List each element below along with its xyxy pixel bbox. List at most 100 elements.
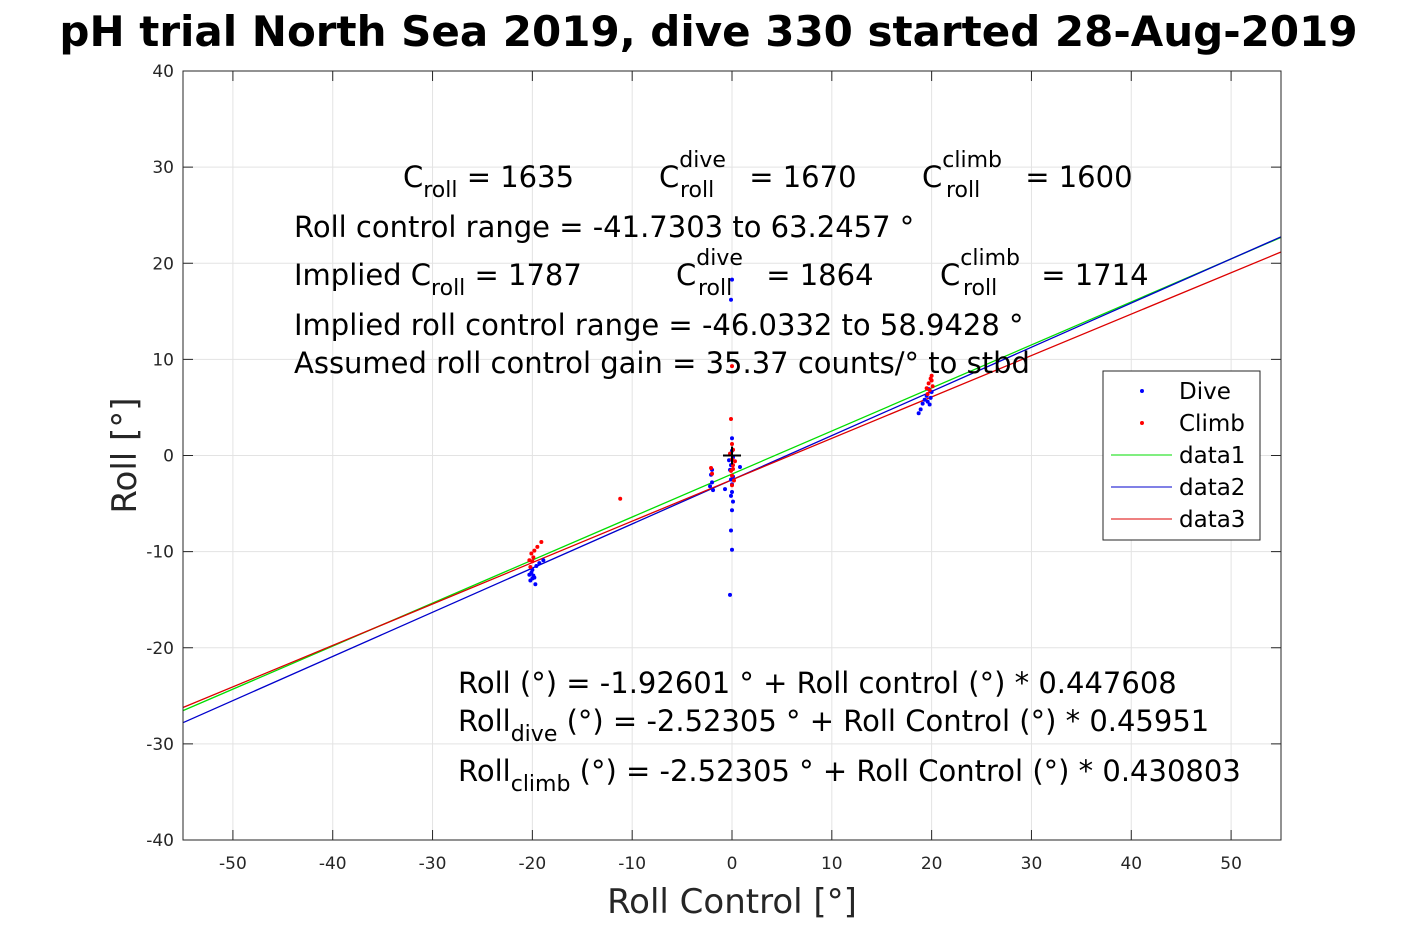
dive-point (534, 564, 539, 569)
fit-equation-dive: Rolldive (°) = -2.52305 ° + Roll Control… (458, 704, 1209, 747)
y-tick-label: 40 (152, 62, 174, 82)
y-tick-label: 0 (163, 447, 174, 467)
x-tick-label: 10 (821, 854, 843, 874)
climb-point (924, 386, 929, 391)
ticks: -50 -40 -30 -20 -10 0 10 20 30 40 50 -40 -30 -20 -10 0 1… (146, 62, 1281, 874)
dive-point (916, 411, 921, 416)
climb-point (731, 478, 736, 483)
annotation-c-dive: Cdive roll = 1670 (659, 148, 857, 203)
climb-point (529, 551, 534, 556)
climb-point (729, 416, 734, 421)
y-tick-label: -40 (146, 831, 174, 851)
legend-label-climb: Climb (1179, 411, 1245, 437)
x-tick-label: -40 (319, 854, 347, 874)
climb-point (929, 378, 934, 383)
climb-point (730, 441, 734, 446)
climb-point (531, 555, 536, 560)
dive-point (708, 484, 713, 489)
climb-point (927, 388, 932, 393)
y-tick-label: 20 (152, 254, 174, 274)
dive-point (729, 297, 734, 302)
climb-point (930, 384, 935, 389)
climb-point (710, 471, 715, 476)
y-axis-label: Roll [°] (105, 397, 145, 513)
dive-point (532, 575, 537, 580)
dive-point (711, 488, 716, 493)
x-tick-label: -20 (518, 854, 546, 874)
climb-point (732, 459, 737, 464)
annotation-c-roll: Croll = 1635 (403, 160, 574, 203)
dive-point (730, 490, 734, 495)
dive-point (730, 508, 734, 513)
y-tick-label: -30 (146, 735, 174, 755)
fit-equation-all: Roll (°) = -1.92601 ° + Roll control (°)… (458, 666, 1177, 700)
climb-point (618, 496, 623, 501)
dive-point (927, 402, 932, 407)
dive-point (541, 558, 546, 563)
dive-point (723, 487, 728, 492)
dive-point (527, 572, 532, 577)
dive-point (530, 567, 535, 572)
climb-point (730, 483, 734, 488)
x-tick-label: -50 (219, 854, 247, 874)
dive-point (737, 465, 742, 470)
climb-point (527, 558, 532, 563)
legend-label-data2: data2 (1179, 475, 1245, 501)
y-tick-label: -20 (146, 639, 174, 659)
y-tick-label: 10 (152, 350, 174, 370)
x-tick-label: 20 (921, 854, 943, 874)
dive-point (729, 493, 734, 498)
dive-point (728, 592, 733, 597)
y-tick-label: 30 (152, 158, 174, 178)
climb-point (925, 391, 930, 396)
x-tick-label: -10 (618, 854, 646, 874)
dive-point (528, 578, 533, 583)
climb-point (535, 544, 540, 549)
x-tick-label: 40 (1120, 854, 1142, 874)
dive-point (922, 397, 927, 402)
climb-point (709, 465, 714, 470)
annotation-implied-c-roll: Implied Croll = 1787 (294, 258, 582, 301)
dive-point (710, 480, 715, 485)
dive-point (730, 277, 734, 282)
x-axis-label: Roll Control [°] (607, 882, 857, 922)
dive-point (729, 528, 734, 533)
dive-point (730, 547, 734, 552)
legend-label-dive: Dive (1179, 379, 1231, 405)
dive-point (730, 436, 734, 441)
origin-marker (723, 446, 741, 465)
climb-point (929, 373, 934, 378)
dive-point (533, 582, 538, 587)
climb-point (730, 473, 734, 478)
dive-point (928, 395, 933, 400)
annotation-roll-control-range: Roll control range = -41.7303 to 63.2457… (294, 210, 914, 244)
legend: Dive Climb data1 data2 data3 (1102, 370, 1261, 541)
dive-point (918, 407, 923, 412)
y-tick-label: -10 (146, 543, 174, 563)
annotation-implied-c-dive: Cdive roll = 1864 (676, 246, 874, 301)
annotation-implied-c-climb: Cclimb roll = 1714 (940, 246, 1149, 301)
chart-title: pH trial North Sea 2019, dive 330 starte… (59, 7, 1358, 56)
x-tick-label: 50 (1220, 854, 1242, 874)
annotation-gain: Assumed roll control gain = 35.37 counts… (294, 346, 1030, 380)
dive-point (920, 401, 925, 406)
legend-marker-dive (1140, 389, 1144, 393)
x-tick-label: -30 (419, 854, 447, 874)
annotation-implied-range: Implied roll control range = -46.0332 to… (294, 308, 1024, 342)
legend-label-data1: data1 (1179, 443, 1245, 469)
climb-point (730, 364, 734, 369)
dive-point (537, 561, 542, 566)
x-tick-label: 30 (1021, 854, 1043, 874)
legend-label-data3: data3 (1179, 507, 1245, 533)
climb-point (539, 540, 544, 545)
legend-marker-climb (1140, 421, 1144, 425)
annotation-c-climb: Cclimb roll = 1600 (922, 148, 1133, 203)
dive-point (730, 499, 735, 504)
climb-point (926, 381, 931, 386)
dive-point (925, 399, 930, 404)
fit-equation-climb: Rollclimb (°) = -2.52305 ° + Roll Contro… (458, 754, 1241, 797)
climb-point (528, 565, 533, 570)
climb-point (532, 548, 537, 553)
x-tick-label: 0 (727, 854, 738, 874)
